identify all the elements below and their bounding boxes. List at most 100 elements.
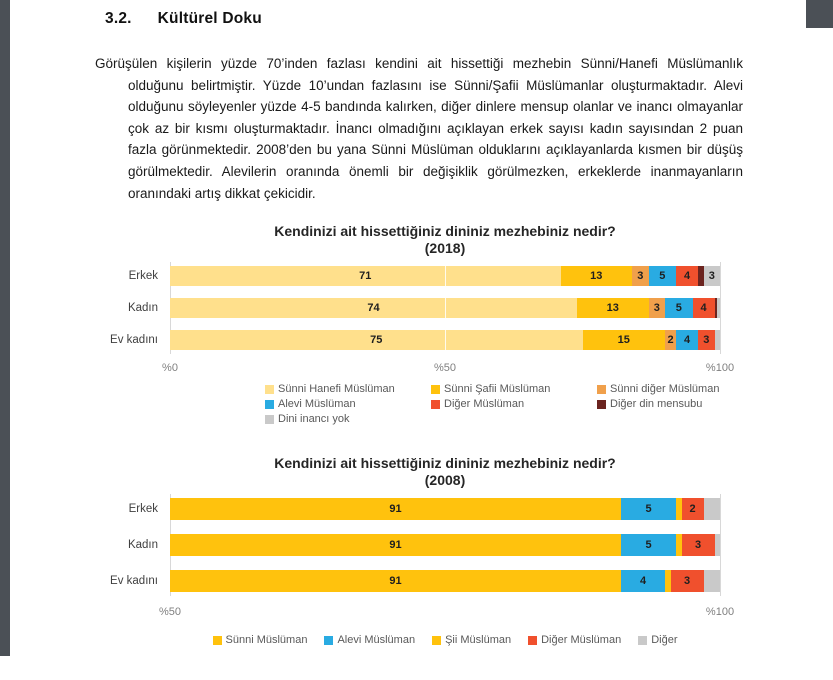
document-page: 3.2. Kültürel Doku Görüşülen kişilerin yü… (95, 10, 743, 649)
chart-plot-area: Erkek 91 5 2 Kadın 91 5 3 Ev kadını 91 4 3 (95, 494, 721, 597)
chart-title: Kendinizi ait hissettiğiniz dininiz mezh… (274, 223, 616, 240)
legend-label: Alevi Müslüman (278, 398, 356, 411)
body-paragraph: Görüşülen kişilerin yüzde 70’inden fazla… (95, 56, 743, 201)
legend-item: Diğer Müslüman (528, 634, 621, 646)
legend-swatch (324, 635, 334, 645)
bar-segment (676, 534, 682, 557)
axis-tick-label: %50 (158, 606, 182, 619)
bar-segment (714, 298, 718, 319)
bar-segment: 13 (560, 266, 632, 287)
chart-2008: Kendinizi ait hissettiğiniz dininiz mezh… (95, 455, 734, 649)
legend-label: Sünni Şafii Müslüman (444, 383, 551, 396)
bar-segment (714, 534, 720, 557)
legend-label: Şii Müslüman (445, 634, 512, 647)
bar-segment: 3 (681, 534, 715, 557)
axis-tick-label: %100 (705, 606, 735, 619)
legend-label: Diğer (651, 634, 678, 647)
bar-segment: 3 (632, 266, 649, 287)
category-label: Kadın (127, 302, 158, 315)
bar-segment: 91 (170, 498, 621, 521)
legend-swatch (597, 399, 606, 409)
bar-segment: 5 (621, 534, 676, 557)
bar-segment (698, 266, 704, 287)
x-axis: %50 %100 (159, 606, 734, 621)
legend-label: Sünni Müslüman (225, 634, 308, 647)
legend-swatch (212, 635, 222, 645)
bar-segment: 91 (170, 534, 621, 557)
bar-segment: 91 (170, 570, 621, 593)
bar-segment: 71 (170, 266, 561, 287)
bar-track: 74 13 3 5 4 (170, 298, 720, 319)
legend-item: Şii Müslüman (432, 634, 511, 646)
category-label: Ev kadını (110, 334, 158, 347)
category-label: Erkek (128, 270, 158, 283)
bar-segment: 3 (648, 298, 665, 319)
legend-swatch (528, 635, 538, 645)
bar-segment: 4 (692, 298, 715, 319)
legend-swatch (431, 384, 440, 394)
bar-segment (717, 298, 720, 319)
chart-plot-area: Erkek 71 13 3 5 4 3 Kadın 74 13 3 5 4 Ev kadını 75 15 2 4… (95, 262, 721, 355)
bar-segment: 3 (698, 330, 715, 351)
page-corner-shadow-top-right (806, 0, 833, 28)
bar-segment (665, 570, 671, 593)
legend-swatch (638, 635, 648, 645)
legend-label: Dini inancı yok (278, 413, 350, 426)
legend-item: Dini inancı yok (265, 413, 431, 425)
bar-segment: 5 (665, 298, 693, 319)
bar-segment: 4 (676, 330, 698, 351)
chart-row: Kadın 74 13 3 5 4 (95, 298, 720, 319)
axis-tick-label: %100 (705, 362, 735, 375)
chart-subtitle: (2008) (424, 472, 466, 489)
gridline (720, 262, 721, 355)
legend-swatch (432, 635, 442, 645)
bar-segment (703, 570, 720, 593)
chart-row: Kadın 91 5 3 (95, 534, 720, 557)
bar-track: 75 15 2 4 3 (170, 330, 720, 351)
axis-tick-label: %50 (433, 362, 457, 375)
gridline (720, 494, 721, 597)
legend: Sünni Müslüman Alevi Müslüman Şii Müslüman… (170, 634, 720, 649)
legend-item: Alevi Müslüman (324, 634, 415, 646)
chart-subtitle: (2018) (424, 240, 466, 257)
legend-label: Alevi Müslüman (337, 634, 416, 647)
bar-segment (703, 498, 720, 521)
bar-track: 71 13 3 5 4 3 (170, 266, 720, 287)
legend-swatch (265, 384, 274, 394)
bar-segment: 3 (703, 266, 720, 287)
section-heading: 3.2. Kültürel Doku (105, 10, 743, 28)
legend-swatch (431, 399, 440, 409)
legend-label: Sünni diğer Müslüman (610, 383, 720, 396)
bar-segment: 13 (577, 298, 649, 319)
chart-row: Ev kadını 75 15 2 4 3 (95, 330, 720, 351)
category-label: Erkek (128, 503, 158, 516)
bar-track: 91 5 2 (170, 498, 720, 521)
bar-segment: 3 (670, 570, 704, 593)
legend-label: Diğer Müslüman (444, 398, 525, 411)
section-number: 3.2. (105, 10, 132, 27)
legend-swatch (597, 384, 606, 394)
bar-segment: 5 (621, 498, 676, 521)
chart-row: Erkek 91 5 2 (95, 498, 720, 521)
legend-label: Sünni Hanefi Müslüman (278, 383, 395, 396)
legend-item: Sünni Müslüman (212, 634, 308, 647)
chart-row: Ev kadını 91 4 3 (95, 570, 720, 593)
bar-segment (676, 498, 682, 521)
bar-segment: 2 (665, 330, 676, 351)
legend-swatch (265, 414, 274, 424)
bar-segment: 4 (676, 266, 698, 287)
category-label: Ev kadını (110, 575, 158, 588)
legend-item: Sünni Şafii Müslüman (431, 383, 597, 395)
chart-2018: Kendinizi ait hissettiğiniz dininiz mezh… (95, 223, 734, 428)
legend-item: Sünni diğer Müslüman (597, 383, 763, 395)
legend: Sünni Hanefi Müslüman Sünni Şafii Müslüma… (265, 383, 775, 428)
category-label: Kadın (127, 539, 158, 552)
legend-label: Diğer din mensubu (610, 398, 703, 411)
section-title: Kültürel Doku (157, 10, 262, 27)
legend-item: Diğer (638, 634, 678, 647)
bar-segment: 5 (648, 266, 676, 287)
bar-segment: 75 (170, 330, 583, 351)
axis-tick-label: %0 (162, 362, 178, 375)
legend-item: Sünni Hanefi Müslüman (265, 383, 431, 395)
chart-title: Kendinizi ait hissettiğiniz dininiz mezh… (274, 455, 616, 472)
